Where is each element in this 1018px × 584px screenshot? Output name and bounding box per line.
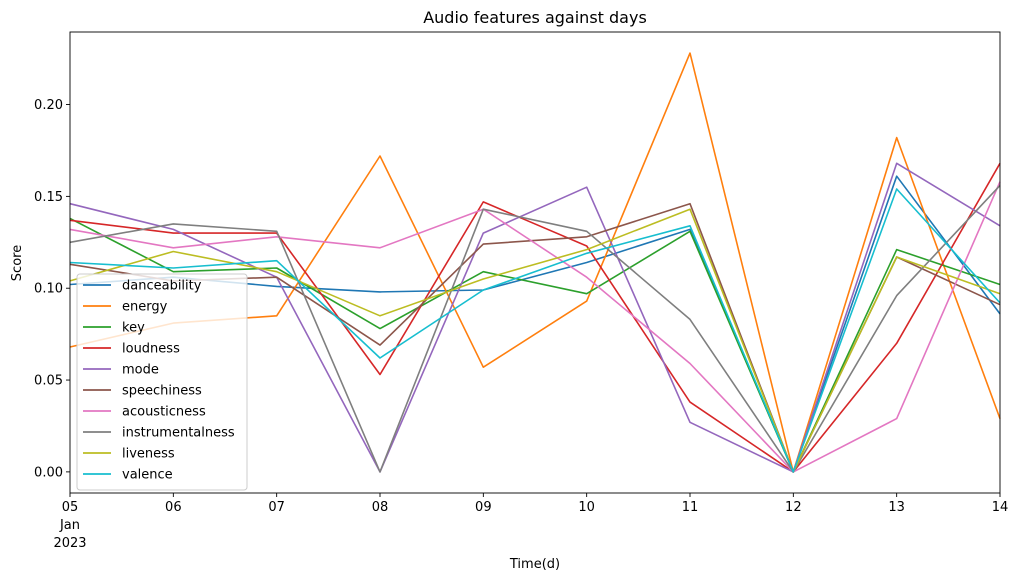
- legend-box: [76, 273, 248, 491]
- series-line-instrumentalness: [69, 184, 1001, 473]
- legend-label-energy: energy: [122, 300, 168, 315]
- series-line-acousticness: [69, 181, 1001, 473]
- legend-label-loudness: loudness: [122, 342, 180, 357]
- x-tick-label: 06: [165, 500, 182, 515]
- x-axis-label: Time(d): [509, 557, 560, 572]
- x-tick-label: 09: [475, 500, 492, 515]
- y-tick-label: 0.00: [34, 465, 63, 480]
- x-tick-label: 11: [682, 500, 699, 515]
- y-axis: 0.00 0.05 0.10 0.15 0.20: [34, 98, 70, 480]
- legend-label-valence: valence: [122, 468, 173, 483]
- series-line-mode: [69, 162, 1001, 473]
- series-line-loudness: [69, 162, 1001, 473]
- y-axis-label: Score: [10, 245, 25, 281]
- series-line-valence: [69, 188, 1001, 473]
- x-tick-label: 13: [888, 500, 905, 515]
- x-tick-label: 07: [268, 500, 285, 515]
- chart-title: Audio features against days: [423, 8, 647, 27]
- y-tick-label: 0.20: [34, 98, 63, 113]
- y-tick-label: 0.05: [34, 374, 63, 389]
- legend-label-speechiness: speechiness: [122, 384, 202, 399]
- x-tick-year-label: 2023: [53, 536, 86, 551]
- x-tick-label: 12: [785, 500, 802, 515]
- legend-label-danceability: danceability: [122, 279, 202, 294]
- legend: danceability energy key loudness mode speechi…: [76, 273, 248, 491]
- x-tick-label: 14: [992, 500, 1009, 515]
- x-tick-label: 05: [62, 500, 79, 515]
- x-tick-label: 10: [578, 500, 595, 515]
- x-tick-month-label: Jan: [59, 518, 80, 533]
- legend-label-instrumentalness: instrumentalness: [122, 426, 235, 441]
- x-tick-label: 08: [372, 500, 389, 515]
- series-line-key: [69, 217, 1001, 473]
- series-line-liveness: [69, 208, 1001, 473]
- x-axis: 05 06 07 08 09 10 11 12 13 14 Jan 2023: [53, 493, 1008, 551]
- legend-label-mode: mode: [122, 363, 159, 378]
- y-tick-label: 0.10: [34, 282, 63, 297]
- y-tick-label: 0.15: [34, 190, 63, 205]
- plot-frame: [69, 31, 1001, 494]
- legend-label-key: key: [122, 321, 145, 336]
- legend-label-liveness: liveness: [122, 447, 175, 462]
- legend-label-acousticness: acousticness: [122, 405, 206, 420]
